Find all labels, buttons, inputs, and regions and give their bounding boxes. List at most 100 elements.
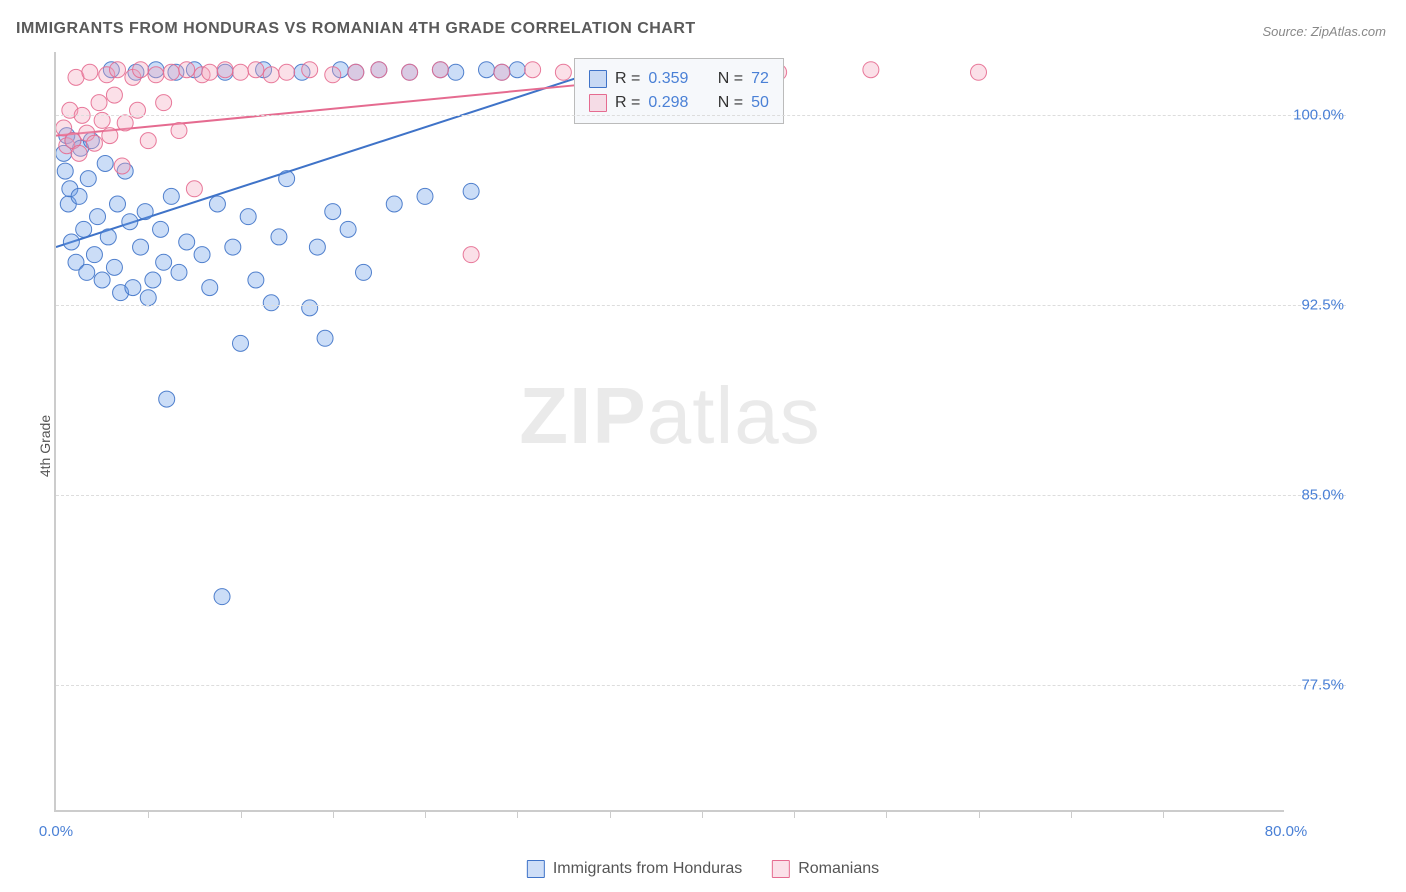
point-honduras xyxy=(140,290,156,306)
point-romanians xyxy=(186,181,202,197)
point-romanians xyxy=(82,64,98,80)
n-value-honduras: 72 xyxy=(751,70,769,88)
point-honduras xyxy=(125,280,141,296)
point-honduras xyxy=(386,196,402,212)
point-honduras xyxy=(179,234,195,250)
swatch-romanians xyxy=(589,94,607,112)
point-honduras xyxy=(153,221,169,237)
point-honduras xyxy=(325,204,341,220)
source-name: ZipAtlas.com xyxy=(1311,24,1386,39)
gridline-h xyxy=(56,495,1346,496)
r-label: R = xyxy=(615,94,640,112)
plot-container: ZIPatlas R = 0.359 N = 72R = 0.298 N = 5… xyxy=(54,52,1344,812)
point-romanians xyxy=(248,62,264,78)
point-romanians xyxy=(233,64,249,80)
point-romanians xyxy=(432,62,448,78)
legend-item-honduras: Immigrants from Honduras xyxy=(527,860,742,878)
point-honduras xyxy=(171,264,187,280)
point-honduras xyxy=(100,229,116,245)
x-tick xyxy=(702,810,703,818)
x-tick xyxy=(610,810,611,818)
n-label: N = xyxy=(718,94,743,112)
point-honduras xyxy=(159,391,175,407)
point-romanians xyxy=(156,95,172,111)
legend-label-romanians: Romanians xyxy=(798,860,879,878)
n-label: N = xyxy=(718,70,743,88)
point-romanians xyxy=(217,62,233,78)
x-tick xyxy=(148,810,149,818)
point-honduras xyxy=(279,171,295,187)
r-value-romanians: 0.298 xyxy=(648,94,688,112)
point-romanians xyxy=(555,64,571,80)
point-romanians xyxy=(171,123,187,139)
x-tick xyxy=(425,810,426,818)
point-romanians xyxy=(263,67,279,83)
point-romanians xyxy=(371,62,387,78)
point-honduras xyxy=(80,171,96,187)
point-romanians xyxy=(133,62,149,78)
point-romanians xyxy=(402,64,418,80)
point-honduras xyxy=(340,221,356,237)
point-honduras xyxy=(133,239,149,255)
bottom-legend: Immigrants from Honduras Romanians xyxy=(527,860,879,878)
point-romanians xyxy=(971,64,987,80)
point-honduras xyxy=(145,272,161,288)
y-tick-label: 85.0% xyxy=(1289,487,1344,504)
point-romanians xyxy=(325,67,341,83)
point-romanians xyxy=(302,62,318,78)
swatch-honduras xyxy=(589,70,607,88)
y-axis-label: 4th Grade xyxy=(37,415,53,477)
point-honduras xyxy=(122,214,138,230)
point-romanians xyxy=(106,87,122,103)
x-tick xyxy=(1071,810,1072,818)
point-honduras xyxy=(63,234,79,250)
legend-swatch-honduras xyxy=(527,860,545,878)
point-romanians xyxy=(525,62,541,78)
chart-title: IMMIGRANTS FROM HONDURAS VS ROMANIAN 4TH… xyxy=(16,20,696,38)
point-honduras xyxy=(202,280,218,296)
point-romanians xyxy=(202,64,218,80)
point-honduras xyxy=(90,209,106,225)
point-romanians xyxy=(91,95,107,111)
point-honduras xyxy=(356,264,372,280)
point-romanians xyxy=(71,145,87,161)
point-honduras xyxy=(225,239,241,255)
point-romanians xyxy=(348,64,364,80)
point-romanians xyxy=(140,133,156,149)
point-honduras xyxy=(163,188,179,204)
point-honduras xyxy=(417,188,433,204)
point-romanians xyxy=(102,128,118,144)
point-romanians xyxy=(863,62,879,78)
point-honduras xyxy=(240,209,256,225)
legend-item-romanians: Romanians xyxy=(772,860,879,878)
n-value-romanians: 50 xyxy=(751,94,769,112)
point-romanians xyxy=(114,158,130,174)
point-honduras xyxy=(110,196,126,212)
legend-label-honduras: Immigrants from Honduras xyxy=(553,860,742,878)
x-tick-label: 80.0% xyxy=(1265,823,1308,840)
plot-area: ZIPatlas R = 0.359 N = 72R = 0.298 N = 5… xyxy=(54,52,1284,812)
point-romanians xyxy=(148,67,164,83)
stats-row-honduras: R = 0.359 N = 72 xyxy=(589,67,769,91)
gridline-h xyxy=(56,685,1346,686)
point-honduras xyxy=(317,330,333,346)
x-tick xyxy=(886,810,887,818)
x-tick xyxy=(241,810,242,818)
point-honduras xyxy=(233,335,249,351)
point-honduras xyxy=(137,204,153,220)
point-honduras xyxy=(79,264,95,280)
point-romanians xyxy=(494,64,510,80)
point-honduras xyxy=(448,64,464,80)
point-honduras xyxy=(214,589,230,605)
point-romanians xyxy=(117,115,133,131)
r-label: R = xyxy=(615,70,640,88)
point-romanians xyxy=(86,135,102,151)
source-attribution: Source: ZipAtlas.com xyxy=(1262,24,1386,39)
point-honduras xyxy=(248,272,264,288)
point-honduras xyxy=(94,272,110,288)
y-tick-label: 100.0% xyxy=(1289,107,1344,124)
point-honduras xyxy=(76,221,92,237)
point-honduras xyxy=(106,259,122,275)
y-tick-label: 77.5% xyxy=(1289,677,1344,694)
point-honduras xyxy=(463,183,479,199)
